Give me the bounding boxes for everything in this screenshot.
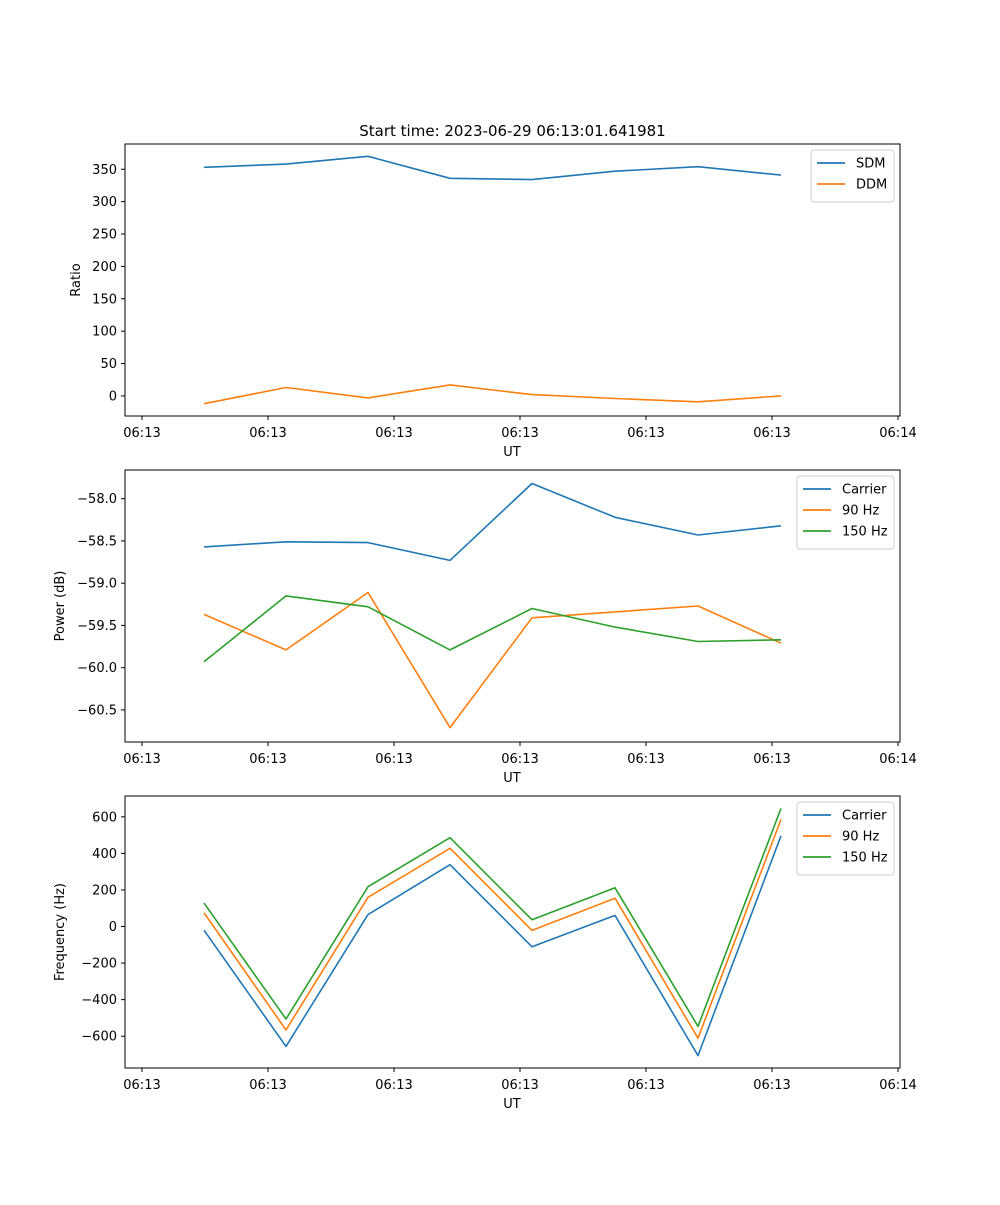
x-tick-label: 06:14 (879, 752, 916, 767)
chart-panel-3: 06:13 06:13 06:13 06:13 06:13 06:13 06:14 −600 −… (53, 795, 917, 1112)
y-tick-label: 50 (100, 357, 117, 372)
series-line-carrier (203, 835, 782, 1057)
y-tick-label: −400 (81, 993, 117, 1008)
legend-entry-label: 150 Hz (842, 851, 888, 866)
y-tick-label: −600 (81, 1030, 117, 1045)
series-line-90-hz (203, 819, 782, 1039)
x-axis-label: UT (503, 771, 521, 786)
x-tick-label: 06:13 (123, 752, 160, 767)
legend-entry-label: Carrier (842, 809, 887, 824)
y-tick-label: 100 (92, 325, 117, 340)
x-tick-label: 06:13 (123, 426, 160, 441)
x-tick-label: 06:13 (375, 1078, 412, 1093)
y-tick-label: −60.0 (77, 661, 117, 676)
y-tick-label: 200 (92, 260, 117, 275)
y-tick-label: −59.5 (77, 619, 117, 634)
x-axis-label: UT (503, 1097, 521, 1112)
series-line-ddm (203, 384, 782, 405)
plot-frame (124, 143, 901, 417)
figure-title: Start time: 2023-06-29 06:13:01.641981 (359, 122, 665, 140)
x-tick-label: 06:13 (249, 426, 286, 441)
x-tick-label: 06:13 (123, 1078, 160, 1093)
y-tick-label: 0 (109, 920, 117, 935)
series-line-carrier (203, 482, 782, 562)
chart-panel-1: 06:13 06:13 06:13 06:13 06:13 06:13 06:14 0 50 10… (69, 143, 917, 460)
y-tick-label: 300 (92, 195, 117, 210)
legend-entry-label: SDM (856, 157, 885, 172)
x-tick-label: 06:13 (627, 1078, 664, 1093)
plot-frame (124, 469, 901, 743)
y-tick-label: 150 (92, 292, 117, 307)
y-tick-label: −58.5 (77, 534, 117, 549)
series-line-90-hz (203, 591, 782, 729)
x-tick-label: 06:13 (753, 426, 790, 441)
legend-entry-label: 150 Hz (842, 525, 888, 540)
y-tick-label: 0 (109, 389, 117, 404)
x-tick-label: 06:13 (375, 426, 412, 441)
x-tick-label: 06:13 (501, 1078, 538, 1093)
y-axis-label: Ratio (69, 263, 84, 296)
series-line-150-hz (203, 808, 782, 1028)
x-tick-label: 06:13 (627, 426, 664, 441)
legend-entry-label: DDM (856, 178, 887, 193)
legend: SDM DDM (810, 149, 895, 203)
plot-frame (124, 795, 901, 1069)
x-tick-label: 06:13 (753, 752, 790, 767)
y-tick-label: 600 (92, 810, 117, 825)
x-tick-label: 06:13 (753, 1078, 790, 1093)
legend-entry-label: Carrier (842, 483, 887, 498)
x-tick-label: 06:13 (627, 752, 664, 767)
y-tick-label: 350 (92, 163, 117, 178)
legend: Carrier 90 Hz 150 Hz (796, 801, 895, 876)
x-tick-label: 06:13 (501, 752, 538, 767)
legend-entry-label: 90 Hz (842, 504, 879, 519)
y-axis-label: Frequency (Hz) (53, 883, 68, 981)
y-tick-label: 200 (92, 883, 117, 898)
x-tick-label: 06:14 (879, 1078, 916, 1093)
x-tick-label: 06:14 (879, 426, 916, 441)
y-tick-label: −58.0 (77, 492, 117, 507)
x-tick-label: 06:13 (501, 426, 538, 441)
y-tick-label: 250 (92, 228, 117, 243)
y-tick-label: 400 (92, 847, 117, 862)
series-line-sdm (203, 155, 782, 181)
y-tick-label: −60.5 (77, 703, 117, 718)
y-axis-label: Power (dB) (53, 571, 68, 642)
x-tick-label: 06:13 (249, 1078, 286, 1093)
y-tick-label: −200 (81, 957, 117, 972)
chart-panel-2: 06:13 06:13 06:13 06:13 06:13 06:13 06:14 −60.5… (53, 469, 917, 786)
x-tick-label: 06:13 (249, 752, 286, 767)
x-tick-label: 06:13 (375, 752, 412, 767)
legend: Carrier 90 Hz 150 Hz (796, 475, 895, 550)
series-line-150-hz (203, 595, 782, 663)
x-axis-label: UT (503, 445, 521, 460)
legend-entry-label: 90 Hz (842, 830, 879, 845)
y-tick-label: −59.0 (77, 577, 117, 592)
chart-panels: 06:13 06:13 06:13 06:13 06:13 06:13 06:14 0 50 10… (53, 143, 917, 1112)
